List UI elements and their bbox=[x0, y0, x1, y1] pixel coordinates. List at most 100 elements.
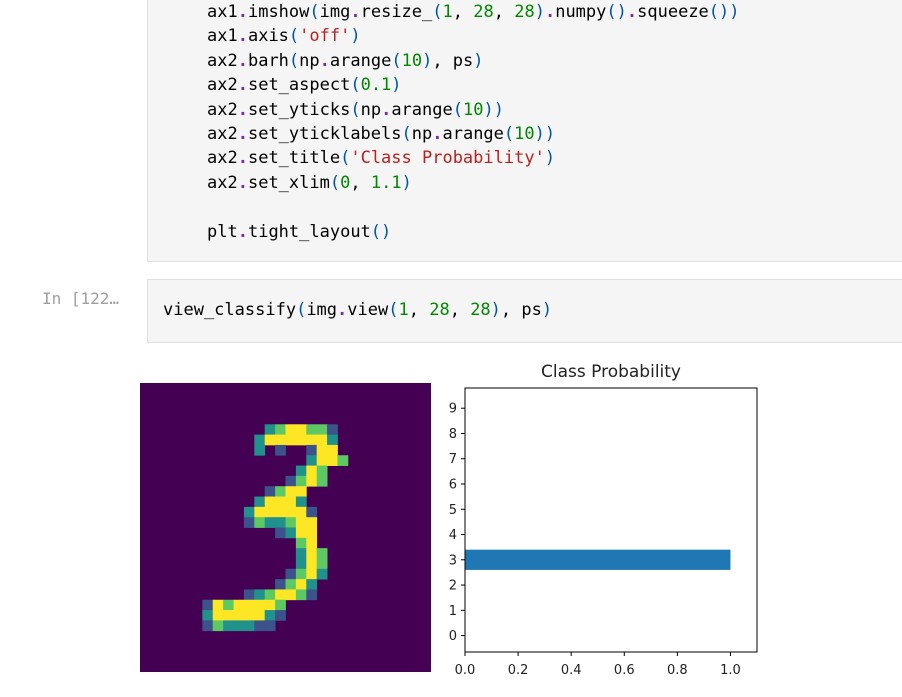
digit-pixel bbox=[285, 424, 297, 436]
digit-pixel bbox=[316, 424, 328, 436]
digit-pixel bbox=[306, 537, 318, 549]
digit-pixel bbox=[295, 434, 307, 446]
digit-pixel bbox=[295, 424, 307, 436]
code-cell-1[interactable]: ax1.imshow(img.resize_(1, 28, 28).numpy(… bbox=[147, 0, 902, 262]
code-cell-2-source[interactable]: view_classify(img.view(1, 28, 28), ps) bbox=[163, 300, 553, 320]
digit-pixel bbox=[306, 558, 318, 570]
digit-pixel bbox=[275, 496, 286, 508]
bar-3 bbox=[465, 549, 731, 570]
digit-pixel bbox=[254, 434, 266, 446]
y-tick-label: 5 bbox=[449, 503, 457, 518]
bars bbox=[465, 549, 731, 570]
y-tick-label: 9 bbox=[449, 402, 457, 417]
digit-pixel bbox=[243, 506, 255, 518]
digit-pixel bbox=[275, 517, 286, 528]
digit-pixel bbox=[285, 475, 297, 487]
digit-pixel bbox=[316, 434, 328, 446]
input-prompt: In [122… bbox=[42, 289, 120, 308]
digit-pixel bbox=[254, 496, 266, 508]
y-tick-label: 0 bbox=[449, 629, 457, 644]
digit-pixel bbox=[243, 599, 255, 611]
digit-pixel bbox=[306, 506, 318, 518]
digit-pixel bbox=[295, 506, 307, 518]
code-cell-1-source[interactable]: ax1.imshow(img.resize_(1, 28, 28).numpy(… bbox=[207, 2, 740, 242]
digit-pixel bbox=[264, 620, 276, 632]
digit-pixel bbox=[243, 620, 255, 632]
digit-pixel bbox=[285, 496, 297, 508]
x-tick-label: 0.4 bbox=[561, 663, 582, 678]
digit-pixel bbox=[243, 610, 255, 621]
digit-pixel bbox=[275, 589, 286, 601]
digit-pixel bbox=[295, 496, 307, 508]
digit-pixel bbox=[264, 610, 276, 621]
digit-pixel bbox=[275, 610, 286, 621]
x-tick-label: 1.0 bbox=[720, 663, 741, 678]
digit-pixel bbox=[327, 444, 338, 456]
digit-pixel bbox=[306, 527, 318, 539]
digit-pixel bbox=[306, 517, 318, 528]
y-ticks: 0 1 2 3 4 5 6 7 8 9 bbox=[449, 402, 465, 644]
digit-pixel bbox=[306, 434, 318, 446]
y-tick-label: 3 bbox=[449, 553, 457, 568]
y-tick-label: 7 bbox=[449, 452, 457, 467]
digit-pixel bbox=[254, 599, 266, 611]
digit-pixel bbox=[264, 517, 276, 528]
digit-pixel bbox=[264, 434, 276, 446]
digit-pixel bbox=[275, 599, 286, 611]
digit-pixel bbox=[285, 506, 297, 518]
digit-pixel bbox=[285, 527, 297, 539]
digit-pixel bbox=[327, 434, 338, 446]
digit-pixel bbox=[275, 506, 286, 518]
digit-pixel bbox=[275, 486, 286, 497]
digit-pixel bbox=[264, 599, 276, 611]
digit-pixel bbox=[295, 486, 307, 497]
digit-pixel bbox=[285, 486, 297, 497]
digit-pixel bbox=[295, 465, 307, 477]
chart-title: Class Probability bbox=[541, 362, 681, 382]
digit-pixel bbox=[295, 475, 307, 487]
digit-pixel bbox=[243, 517, 255, 528]
digit-image bbox=[140, 383, 431, 672]
x-ticks: 0.0 0.2 0.4 0.6 0.8 1.0 bbox=[455, 652, 741, 678]
digit-pixel bbox=[275, 579, 286, 590]
digit-pixel bbox=[295, 548, 307, 559]
digit-pixel bbox=[327, 424, 338, 436]
digit-pixel bbox=[202, 610, 214, 621]
digit-pixel bbox=[233, 610, 245, 621]
digit-pixel bbox=[306, 548, 318, 559]
digit-pixel bbox=[233, 620, 245, 632]
digit-pixel bbox=[254, 517, 266, 528]
digit-pixel bbox=[254, 589, 266, 601]
digit-pixel bbox=[275, 527, 286, 539]
digit-pixel bbox=[316, 558, 328, 570]
digit-pixel bbox=[316, 548, 328, 559]
y-tick-label: 4 bbox=[449, 528, 457, 543]
digit-pixel bbox=[254, 610, 266, 621]
digit-pixel bbox=[202, 620, 214, 632]
digit-pixel bbox=[295, 558, 307, 570]
x-tick-label: 0.8 bbox=[667, 663, 688, 678]
digit-pixel bbox=[275, 434, 286, 446]
digit-pixel bbox=[285, 579, 297, 590]
digit-pixel bbox=[233, 599, 245, 611]
digit-pixel bbox=[275, 444, 286, 456]
chart-frame bbox=[464, 387, 758, 653]
x-tick-label: 0.2 bbox=[508, 663, 529, 678]
digit-pixel bbox=[295, 579, 307, 590]
digit-pixel bbox=[264, 486, 276, 497]
digit-pixel bbox=[306, 475, 318, 487]
x-tick-label: 0.0 bbox=[455, 663, 476, 678]
y-tick-label: 1 bbox=[449, 604, 457, 619]
digit-pixel bbox=[306, 579, 318, 590]
digit-pixel bbox=[306, 424, 318, 436]
code-cell-2[interactable]: view_classify(img.view(1, 28, 28), ps) bbox=[147, 279, 902, 343]
digit-pixel bbox=[202, 599, 214, 611]
digit-pixel bbox=[275, 424, 286, 436]
digit-pixel bbox=[295, 568, 307, 580]
digit-pixel bbox=[295, 517, 307, 528]
digit-pixel bbox=[254, 444, 266, 456]
digit-pixel bbox=[306, 444, 318, 456]
y-tick-label: 8 bbox=[449, 427, 457, 442]
